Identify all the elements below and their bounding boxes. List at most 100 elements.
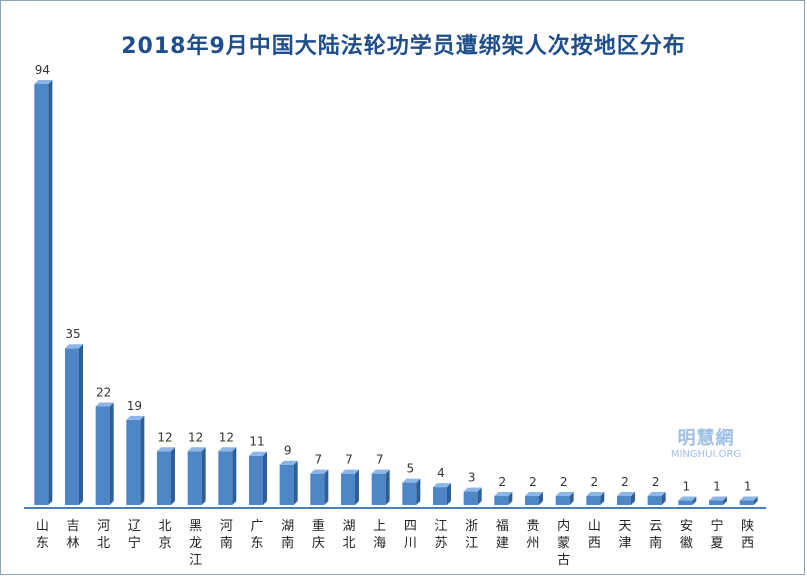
data-label: 2 bbox=[621, 475, 629, 489]
bar-top bbox=[126, 415, 145, 420]
bar-top bbox=[463, 487, 482, 492]
bar bbox=[341, 469, 359, 505]
bar-front bbox=[157, 451, 171, 505]
bar bbox=[678, 496, 697, 505]
bar-side bbox=[385, 469, 390, 505]
data-label: 1 bbox=[683, 480, 691, 494]
bar-top bbox=[34, 80, 53, 84]
bar bbox=[187, 447, 206, 505]
data-label: 35 bbox=[65, 327, 80, 341]
bar bbox=[95, 402, 114, 505]
watermark-logo: 明慧網 MINGHUI.ORG bbox=[651, 429, 761, 461]
data-label: 12 bbox=[188, 430, 203, 444]
data-label: 2 bbox=[529, 475, 537, 489]
bar-side bbox=[171, 447, 175, 505]
bar-side bbox=[416, 478, 421, 505]
data-label: 4 bbox=[437, 466, 445, 480]
bar-top bbox=[95, 402, 114, 407]
bar bbox=[617, 492, 635, 505]
watermark-text: 明慧網 bbox=[677, 428, 735, 449]
bar-side bbox=[631, 492, 635, 505]
x-tick-label: 福建 bbox=[496, 519, 509, 551]
bar-top bbox=[525, 492, 543, 497]
data-label: 22 bbox=[96, 385, 111, 399]
data-label: 19 bbox=[127, 399, 142, 413]
x-tick-label: 吉林 bbox=[66, 519, 79, 551]
bar-front bbox=[494, 496, 509, 505]
bar bbox=[34, 80, 53, 505]
bar-side bbox=[600, 492, 605, 505]
x-tick-label: 广东 bbox=[250, 519, 263, 551]
data-label: 2 bbox=[499, 475, 507, 489]
bar-top bbox=[341, 469, 359, 474]
bar bbox=[555, 492, 574, 505]
data-label: 1 bbox=[713, 480, 721, 494]
bar bbox=[126, 415, 145, 505]
bar bbox=[310, 469, 329, 505]
data-label: 1 bbox=[744, 480, 752, 494]
bar bbox=[218, 447, 237, 505]
bar-top bbox=[617, 492, 635, 497]
bar-side bbox=[753, 496, 758, 505]
data-label: 12 bbox=[157, 430, 172, 444]
data-label: 94 bbox=[35, 63, 50, 77]
bar bbox=[647, 492, 666, 505]
bar bbox=[525, 492, 543, 505]
data-label: 12 bbox=[219, 430, 234, 444]
x-tick-label: 贵州 bbox=[526, 519, 539, 551]
bar-front bbox=[65, 348, 79, 505]
bar-top bbox=[678, 496, 697, 501]
x-tick-label: 黑龙江 bbox=[189, 519, 202, 568]
bar bbox=[371, 469, 390, 505]
x-tick-label: 山东 bbox=[36, 519, 49, 551]
bar-front bbox=[279, 464, 294, 505]
bar-front bbox=[34, 84, 49, 505]
bar-front bbox=[678, 500, 693, 505]
bar bbox=[739, 496, 758, 505]
bar-top bbox=[371, 469, 390, 474]
bar-top bbox=[709, 496, 727, 501]
bar-front bbox=[555, 496, 570, 505]
x-tick-label: 内蒙古 bbox=[557, 518, 570, 568]
data-label: 2 bbox=[591, 475, 599, 489]
bar-top bbox=[65, 344, 83, 349]
bar-front bbox=[739, 500, 754, 505]
data-label: 2 bbox=[560, 475, 568, 489]
data-label: 5 bbox=[407, 462, 415, 476]
x-tick-label: 浙江 bbox=[465, 519, 478, 551]
bar-top bbox=[402, 478, 421, 483]
bar bbox=[249, 451, 267, 505]
bar-front bbox=[463, 491, 478, 505]
x-tick-label: 宁夏 bbox=[710, 518, 723, 551]
bar-top bbox=[647, 492, 666, 497]
bar-front bbox=[218, 451, 233, 505]
bar bbox=[494, 492, 513, 505]
bar bbox=[463, 487, 482, 505]
bar-top bbox=[249, 451, 267, 456]
x-tick-label: 河北 bbox=[97, 519, 110, 551]
bar-top bbox=[739, 496, 758, 501]
bar-front bbox=[371, 473, 386, 505]
bar bbox=[402, 478, 421, 505]
data-label: 3 bbox=[468, 471, 476, 485]
x-tick-label: 河南 bbox=[220, 519, 233, 551]
data-label: 7 bbox=[376, 453, 384, 467]
bar-top bbox=[310, 469, 329, 474]
x-tick-label: 安徽 bbox=[680, 519, 693, 551]
data-label: 11 bbox=[249, 435, 264, 449]
bar-top bbox=[279, 460, 298, 465]
bar-front bbox=[402, 482, 417, 505]
x-tick-label: 山西 bbox=[588, 519, 601, 551]
watermark-url: MINGHUI.ORG bbox=[670, 449, 742, 460]
bar-side bbox=[569, 492, 574, 505]
data-label: 9 bbox=[284, 444, 292, 458]
bar-front bbox=[647, 496, 662, 505]
bar-front bbox=[617, 496, 631, 505]
bar-top bbox=[157, 447, 175, 452]
bar-front bbox=[709, 500, 723, 505]
bar-front bbox=[187, 451, 202, 505]
x-tick-label: 江苏 bbox=[434, 519, 447, 551]
bar-side bbox=[692, 496, 697, 505]
bar-side bbox=[48, 80, 53, 505]
x-tick-label: 重庆 bbox=[312, 518, 325, 551]
